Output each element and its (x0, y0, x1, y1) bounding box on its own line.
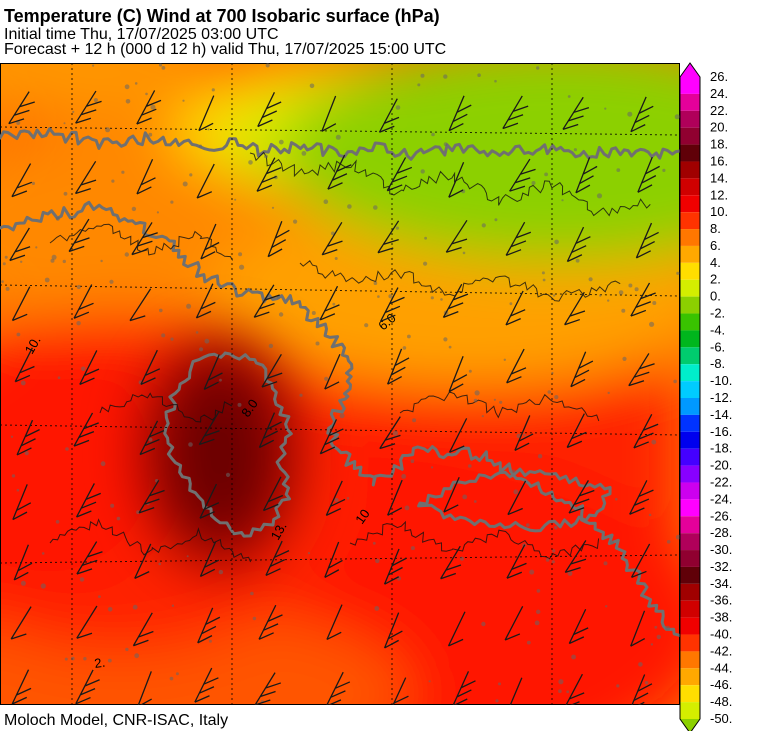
svg-text:10.: 10. (710, 204, 728, 219)
svg-text:-34.: -34. (710, 576, 732, 591)
svg-text:2.: 2. (710, 272, 721, 287)
svg-text:24.: 24. (710, 86, 728, 101)
svg-text:8.: 8. (710, 221, 721, 236)
svg-text:-8.: -8. (710, 356, 725, 371)
svg-text:2.: 2. (93, 655, 106, 671)
svg-text:-14.: -14. (710, 407, 732, 422)
svg-text:6.: 6. (710, 238, 721, 253)
svg-text:-6.: -6. (710, 339, 725, 354)
svg-text:4.: 4. (710, 255, 721, 270)
svg-text:-50.: -50. (710, 711, 732, 726)
svg-text:-28.: -28. (710, 525, 732, 540)
svg-text:-40.: -40. (710, 627, 732, 642)
svg-text:12.: 12. (710, 187, 728, 202)
svg-text:-22.: -22. (710, 474, 732, 489)
svg-text:-36.: -36. (710, 593, 732, 608)
svg-text:-12.: -12. (710, 390, 732, 405)
svg-text:-46.: -46. (710, 677, 732, 692)
svg-text:20.: 20. (710, 120, 728, 135)
svg-text:-24.: -24. (710, 491, 732, 506)
svg-text:-4.: -4. (710, 322, 725, 337)
svg-text:16.: 16. (710, 153, 728, 168)
svg-text:-18.: -18. (710, 441, 732, 456)
svg-text:26.: 26. (710, 69, 728, 84)
svg-text:-10.: -10. (710, 373, 732, 388)
svg-text:-32.: -32. (710, 559, 732, 574)
svg-text:-38.: -38. (710, 610, 732, 625)
svg-text:0.: 0. (710, 289, 721, 304)
svg-text:14.: 14. (710, 170, 728, 185)
svg-text:-30.: -30. (710, 542, 732, 557)
svg-text:22.: 22. (710, 103, 728, 118)
svg-text:-26.: -26. (710, 508, 732, 523)
svg-text:-20.: -20. (710, 458, 732, 473)
svg-text:-16.: -16. (710, 424, 732, 439)
svg-text:-48.: -48. (710, 694, 732, 709)
svg-text:-42.: -42. (710, 643, 732, 658)
svg-text:18.: 18. (710, 137, 728, 152)
svg-text:-44.: -44. (710, 660, 732, 675)
svg-text:-2.: -2. (710, 306, 725, 321)
